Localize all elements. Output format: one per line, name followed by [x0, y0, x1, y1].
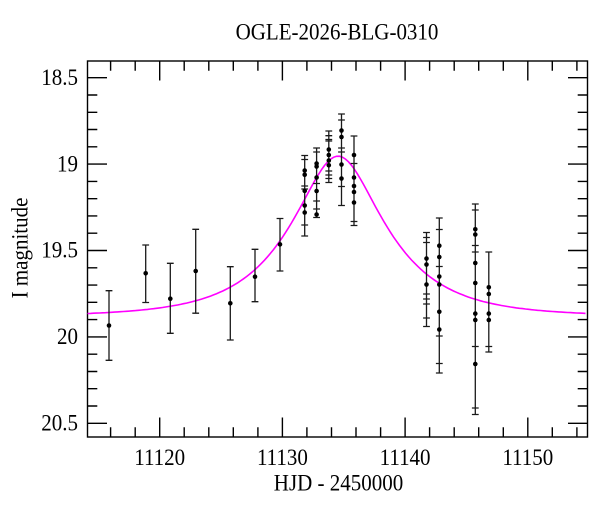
- svg-text:I magnitude: I magnitude: [7, 197, 33, 298]
- svg-text:18.5: 18.5: [41, 64, 78, 90]
- svg-text:20.5: 20.5: [41, 410, 78, 436]
- svg-text:11140: 11140: [380, 444, 431, 470]
- svg-text:11130: 11130: [257, 444, 308, 470]
- svg-text:OGLE-2026-BLG-0310: OGLE-2026-BLG-0310: [236, 18, 439, 44]
- svg-text:19.5: 19.5: [41, 237, 78, 263]
- svg-text:11120: 11120: [134, 444, 185, 470]
- svg-text:11150: 11150: [502, 444, 553, 470]
- svg-text:HJD - 2450000: HJD - 2450000: [274, 470, 403, 496]
- svg-text:19: 19: [57, 150, 78, 176]
- svg-text:20: 20: [57, 323, 78, 349]
